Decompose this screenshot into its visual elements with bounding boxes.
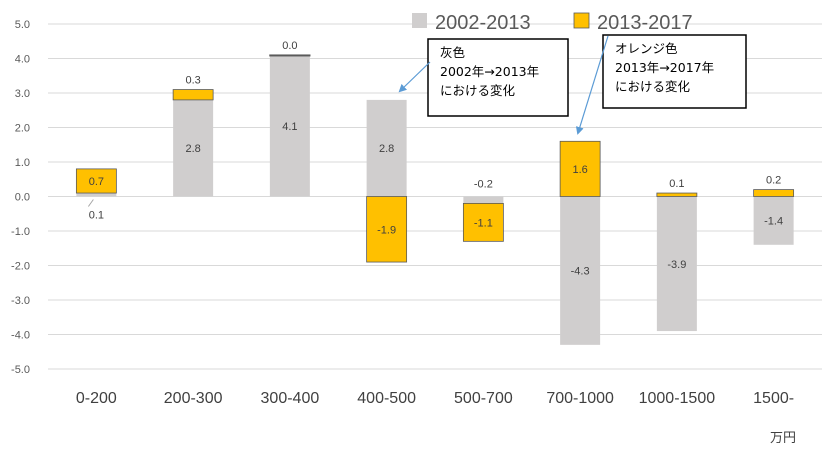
data-label-2013-2017: 0.3 (185, 75, 200, 87)
bar-segment-2002-2013 (560, 196, 601, 345)
annotation-line: における変化 (615, 79, 691, 94)
data-label-2002-2013: -1.4 (764, 216, 783, 228)
legend-swatch (412, 13, 427, 28)
x-category-label: 1500- (753, 390, 794, 407)
legend-label: 2002-2013 (435, 12, 531, 34)
annotation-line: オレンジ色 (615, 41, 678, 56)
data-label-2013-2017: -1.1 (474, 217, 493, 229)
data-label-2013-2017: 0.2 (766, 175, 781, 187)
x-category-label: 200-300 (164, 390, 223, 407)
data-label-2013-2017: 0.7 (89, 176, 104, 188)
legend-swatch (573, 12, 590, 29)
legend-label: 2013-2017 (597, 12, 693, 34)
annotation-line: における変化 (440, 83, 516, 98)
annotation-line: 2002年→2013年 (440, 64, 539, 79)
data-label-2013-2017: 0.1 (669, 178, 684, 190)
unit-label: 万円 (770, 431, 796, 446)
data-label-2002-2013: 2.8 (379, 143, 394, 155)
leader-line (87, 199, 94, 207)
data-label-2013-2017: 0.0 (282, 40, 297, 52)
bar-segment-2013-2017 (462, 202, 504, 242)
bar-segment-2013-2017 (559, 140, 601, 197)
x-category-label: 0-200 (76, 390, 117, 407)
bar-segment-2013-2017 (269, 54, 311, 57)
annotation-arrow (575, 35, 609, 135)
x-category-label: 300-400 (261, 390, 320, 407)
annotation-line: 2013年→2017年 (615, 60, 714, 75)
annotation-line: 灰色 (440, 45, 466, 60)
y-tick-label: -5.0 (11, 364, 30, 376)
bar-segment-2002-2013 (656, 196, 697, 332)
y-tick-label: 5.0 (15, 19, 30, 31)
bar-segment-2013-2017 (656, 192, 698, 197)
y-tick-label: 1.0 (15, 157, 30, 169)
data-label-2002-2013: -4.3 (571, 266, 590, 278)
data-label-2002-2013: 4.1 (282, 121, 297, 133)
annotation-arrow (398, 61, 431, 93)
bar-segment-2002-2013 (173, 99, 214, 197)
y-tick-label: -3.0 (11, 295, 30, 307)
annotation-box (427, 38, 569, 117)
bar-segment-2013-2017 (753, 189, 795, 197)
annotation-box (602, 34, 747, 109)
y-tick-label: 2.0 (15, 123, 30, 135)
y-tick-label: -4.0 (11, 330, 30, 342)
data-label-2002-2013: -0.2 (474, 179, 493, 191)
data-label-2013-2017: 1.6 (572, 164, 587, 176)
x-category-label: 500-700 (454, 390, 513, 407)
x-category-label: 1000-1500 (639, 390, 716, 407)
bar-segment-2002-2013 (463, 196, 504, 204)
bar-segment-2002-2013 (269, 55, 310, 197)
bar-segment-2013-2017 (172, 89, 214, 101)
y-tick-label: -2.0 (11, 261, 30, 273)
y-tick-label: 3.0 (15, 88, 30, 100)
data-label-2002-2013: 0.1 (89, 210, 104, 222)
data-label-2002-2013: 2.8 (185, 143, 200, 155)
data-label-2002-2013: -3.9 (667, 259, 686, 271)
bar-segment-2013-2017 (366, 196, 408, 263)
x-category-label: 700-1000 (546, 390, 614, 407)
bar-segment-2002-2013 (753, 196, 794, 245)
data-label-2013-2017: -1.9 (377, 224, 396, 236)
x-category-label: 400-500 (357, 390, 416, 407)
y-tick-label: 4.0 (15, 54, 30, 66)
bar-segment-2002-2013 (366, 99, 407, 197)
y-tick-label: 0.0 (15, 192, 30, 204)
y-tick-label: -1.0 (11, 226, 30, 238)
bar-segment-2013-2017 (75, 168, 117, 194)
bar-segment-2002-2013 (76, 193, 117, 197)
